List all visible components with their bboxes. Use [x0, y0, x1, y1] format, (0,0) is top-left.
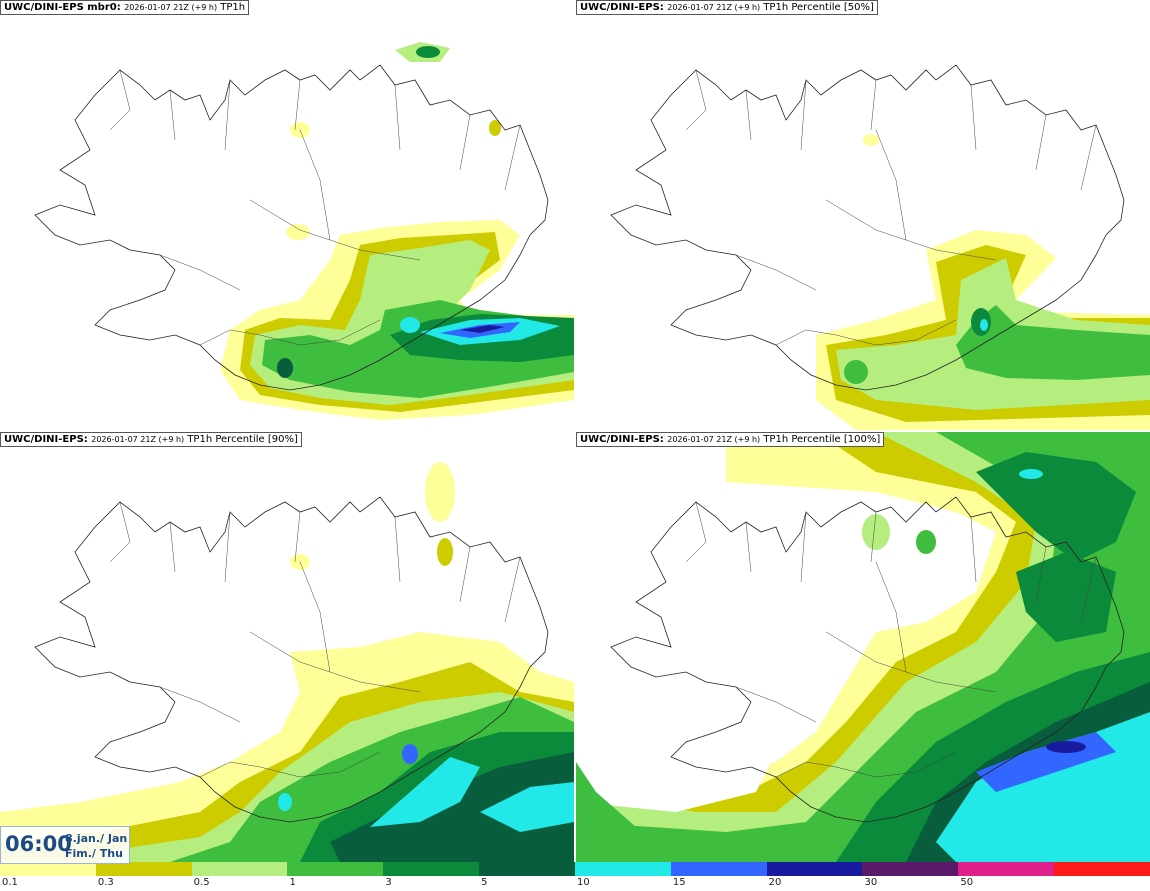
- legend-swatch: [479, 862, 575, 876]
- panel-divider: [0, 430, 1150, 432]
- precip-cell: [278, 793, 292, 811]
- legend-swatch: [1054, 862, 1150, 876]
- legend-tick-labels: 0.1 0.3 0.5 1 3 5 10 15 20 30 50: [0, 877, 1150, 891]
- precip-field: [460, 325, 505, 333]
- panel-percentile-50: UWC/DINI-EPS: 2026-01-07 21Z (+9 h) TP1h…: [576, 0, 1150, 430]
- precip-field: [370, 757, 480, 827]
- precip-cell: [402, 744, 418, 764]
- precip-cell: [916, 530, 936, 554]
- legend-tick-label: 0.3: [97, 877, 114, 888]
- precip-cell: [286, 224, 310, 240]
- precip-map: [0, 462, 574, 862]
- color-legend: 0.1 0.3 0.5 1 3 5 10 15 20 30 50: [0, 862, 1150, 891]
- legend-tick-label: 50: [960, 877, 974, 888]
- precip-cell: [400, 317, 420, 333]
- legend-tick-label: 3: [385, 877, 392, 888]
- legend-tick-label: 0.1: [2, 877, 18, 888]
- legend-tick-label: 15: [672, 877, 686, 888]
- precip-cell: [844, 360, 868, 384]
- precip-field: [330, 752, 574, 862]
- precip-map: [576, 432, 1150, 862]
- legend-tick-label: 30: [864, 877, 878, 888]
- precip-field: [956, 305, 1150, 380]
- precip-field: [480, 782, 574, 832]
- valid-date-line1: 8.jan./ Jan: [65, 832, 128, 845]
- legend-swatch: [287, 862, 384, 876]
- legend-tick-label: 20: [768, 877, 782, 888]
- legend-swatch: [0, 862, 96, 876]
- legend-swatch: [670, 862, 767, 876]
- precip-field: [576, 732, 776, 812]
- precip-cell: [416, 46, 440, 58]
- precip-map: [34, 42, 574, 420]
- precip-cell: [489, 120, 501, 136]
- precip-field: [576, 762, 636, 827]
- legend-color-bar: [0, 862, 1150, 876]
- valid-time: 06:00: [5, 832, 72, 856]
- panel-title: UWC/DINI-EPS: 2026-01-07 21Z (+9 h) TP1h…: [576, 0, 878, 15]
- legend-swatch: [574, 862, 671, 876]
- legend-swatch: [383, 862, 480, 876]
- precip-cell: [862, 514, 890, 550]
- precip-cell: [425, 462, 455, 522]
- valid-date-line2: Fim./ Thu: [65, 847, 123, 860]
- panel-percentile-90: UWC/DINI-EPS: 2026-01-07 21Z (+9 h) TP1h…: [0, 432, 574, 862]
- precip-cell: [863, 134, 879, 146]
- legend-swatch: [95, 862, 192, 876]
- legend-tick-label: 0.5: [193, 877, 210, 888]
- panel-title: UWC/DINI-EPS: 2026-01-07 21Z (+9 h) TP1h…: [0, 432, 302, 447]
- precip-cell: [980, 319, 988, 331]
- legend-tick-label: 5: [481, 877, 488, 888]
- legend-swatch: [766, 862, 863, 876]
- panel-mbr0: UWC/DINI-EPS mbr0: 2026-01-07 21Z (+9 h)…: [0, 0, 574, 430]
- legend-swatch: [958, 862, 1055, 876]
- legend-tick-label: 10: [577, 877, 590, 888]
- legend-swatch: [862, 862, 959, 876]
- precip-cell: [437, 538, 453, 566]
- panel-title: UWC/DINI-EPS mbr0: 2026-01-07 21Z (+9 h)…: [0, 0, 250, 15]
- legend-tick-label: 1: [289, 877, 296, 888]
- precip-cell: [277, 358, 293, 378]
- precip-cell: [1019, 469, 1043, 479]
- panel-title: UWC/DINI-EPS: 2026-01-07 21Z (+9 h) TP1h…: [576, 432, 885, 447]
- precip-map: [610, 64, 1150, 430]
- legend-swatch: [191, 862, 288, 876]
- precip-cell: [1046, 741, 1086, 753]
- precip-field: [976, 452, 1136, 562]
- valid-time-box: 06:00 8.jan./ Jan Fim./ Thu: [0, 826, 130, 864]
- panel-percentile-100: UWC/DINI-EPS: 2026-01-07 21Z (+9 h) TP1h…: [576, 432, 1150, 862]
